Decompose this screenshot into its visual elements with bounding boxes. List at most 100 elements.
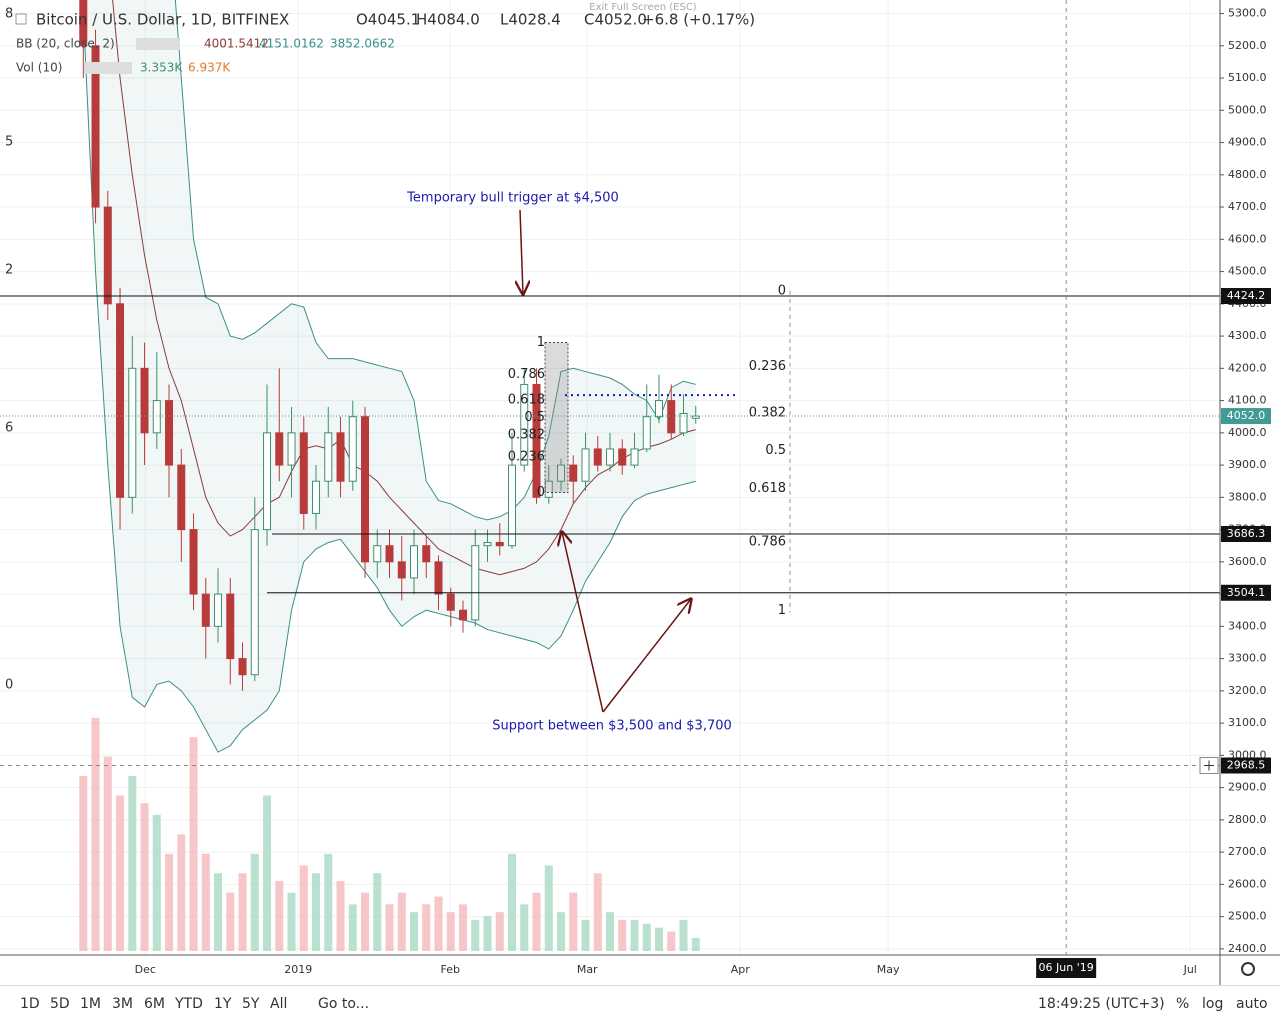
range[interactable]: 6M (144, 996, 165, 1012)
axes: 2400.02500.02600.02700.02800.02900.03000… (0, 0, 1280, 985)
candle-body (373, 545, 382, 563)
price-tag-label: 4424.2 (1227, 289, 1266, 302)
volume-bar (152, 814, 161, 951)
fib-label: 0.382 (508, 428, 545, 443)
candle-body (422, 545, 431, 563)
range[interactable]: 5Y (242, 996, 260, 1012)
fib-label: 0.236 (749, 359, 786, 374)
x-tick-label: 2019 (284, 963, 312, 976)
y-tick-label: 2800.0 (1228, 813, 1267, 826)
fib-label: 1 (778, 603, 786, 618)
candle-body (91, 45, 100, 208)
range[interactable]: 5D (50, 996, 70, 1012)
y-tick-label: 4300.0 (1228, 329, 1267, 342)
candle-body (679, 412, 688, 434)
range[interactable]: 1D (20, 996, 40, 1012)
candle-body (299, 432, 308, 514)
fib-label: 0.236 (508, 450, 545, 465)
fib-box (544, 342, 569, 493)
candle-body (361, 416, 370, 563)
y-tick-label: 2400.0 (1228, 942, 1267, 955)
volume-bar (299, 865, 308, 951)
fib-label: 0.618 (749, 481, 786, 496)
y-tick-label: 5100.0 (1228, 71, 1267, 84)
volume-bar (434, 896, 443, 951)
fib-label: 0.786 (508, 367, 545, 382)
range[interactable]: 1M (80, 996, 101, 1012)
candle-body (189, 529, 198, 595)
chart: 1 0.786 0.618 0.5 0.382 0.236 0 0 0.236 0.382 0.5 0… (0, 0, 1280, 985)
volume-bar (679, 919, 688, 951)
price-tag (1221, 757, 1271, 774)
y-tick-label: 4100.0 (1228, 394, 1267, 407)
range[interactable]: 1Y (214, 996, 232, 1012)
bollinger (82, 0, 696, 753)
symbol: Bitcoin / U.S. Dollar, 1D, BITFINEX (36, 11, 289, 29)
range[interactable]: 3M (112, 996, 133, 1012)
y-tick-label: 4000.0 (1228, 426, 1267, 439)
range[interactable]: YTD (175, 996, 203, 1012)
option[interactable]: % (1176, 996, 1190, 1012)
x-tick-label: Dec (135, 963, 156, 976)
volume-bar (336, 881, 345, 951)
volume-bar (422, 904, 431, 951)
candle-body (214, 593, 223, 627)
arrow (520, 209, 523, 294)
y-tick-label: 3900.0 (1228, 458, 1267, 471)
arrow (562, 532, 604, 713)
candle-body (177, 464, 186, 531)
volume-bar (128, 776, 137, 951)
bottom-toolbar: 1D 5D 1M 3M 6M YTD 1Y 5Y All Go to... 18… (0, 985, 1280, 1024)
candle-body (532, 383, 541, 498)
candle-body (128, 367, 137, 498)
bb-value: 4151.0162 (259, 37, 324, 51)
x-tick-label: May (877, 963, 900, 976)
option[interactable]: log (1202, 996, 1224, 1012)
candle-body (263, 432, 272, 531)
volume-bar (642, 923, 651, 951)
candle-body (471, 545, 480, 621)
bb-value: 4001.5412 (204, 37, 269, 51)
volume-bar (630, 919, 639, 951)
volume-bar (520, 904, 529, 951)
volume-bar (544, 865, 553, 951)
time-tag-label: 06 Jun '19 (1039, 961, 1094, 974)
range[interactable]: All (270, 996, 288, 1012)
icons[interactable] (84, 62, 132, 74)
volume-bar (116, 795, 125, 951)
volume-bar (618, 919, 627, 951)
price-tag-label: 3686.3 (1227, 527, 1266, 540)
candle-body (103, 206, 112, 305)
band-line (174, 0, 696, 521)
x-tick-label: Jul (1183, 963, 1197, 976)
edge-label: 5 (5, 135, 13, 150)
volume-bar (654, 927, 663, 951)
candle-body (606, 448, 614, 466)
volume-bar (263, 795, 272, 951)
exit-button-bg[interactable] (585, 0, 701, 14)
icon[interactable] (15, 13, 27, 25)
volume-bar (287, 892, 296, 951)
icons[interactable] (136, 38, 180, 50)
y-tick-label: 4800.0 (1228, 168, 1267, 181)
fib-label: 0 (778, 283, 786, 298)
settings-icon (1241, 962, 1255, 976)
price-tag (1221, 526, 1271, 543)
y-tick-label: 4200.0 (1228, 361, 1267, 374)
candle-body (116, 303, 125, 498)
candle-body (287, 432, 296, 466)
goto[interactable]: Go to... (318, 996, 370, 1012)
exit-fullscreen[interactable]: Exit Full Screen (ESC) (589, 2, 697, 13)
fib-label: 0.786 (749, 535, 786, 550)
candle-body (385, 545, 394, 563)
fib-label: 0.618 (508, 392, 545, 407)
volume-bar (189, 737, 198, 951)
edge-label: 0 (5, 678, 13, 693)
volume-bar (250, 853, 259, 951)
volume-bar (103, 756, 112, 951)
volume-bar (177, 834, 186, 951)
y-tick-label: 3300.0 (1228, 652, 1267, 665)
option[interactable]: auto (1236, 996, 1268, 1012)
fib-label: 0.5 (524, 410, 545, 425)
